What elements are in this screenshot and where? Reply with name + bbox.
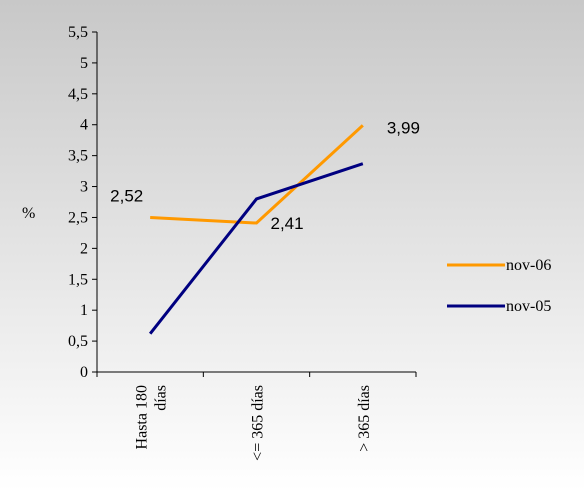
legend-label-nov-06: nov-06 (506, 257, 551, 274)
y-tick-label: 0,5 (68, 333, 88, 350)
y-tick-label: 2 (80, 240, 88, 257)
y-tick-label: 0 (80, 364, 88, 381)
axes: 0 0,5 1 1,5 2 2,5 3 3,5 4 4,5 5 5,5% Hasta 180 días <=… (22, 24, 417, 461)
y-tick-label: 1,5 (68, 271, 88, 288)
legend-label-nov-05: nov-05 (506, 298, 551, 315)
x-category-label: > 365 días (356, 385, 373, 452)
y-tick-label: 5,5 (68, 24, 88, 41)
y-tick-label: 3 (80, 179, 88, 196)
y-axis-label: % (22, 205, 35, 222)
labels-layer: 2,52 2,41 3,99 (110, 118, 420, 233)
series-layer (148, 124, 364, 335)
x-category-label: días (153, 385, 170, 411)
y-tick-label: 1 (80, 302, 88, 319)
data-label: 2,52 (110, 186, 143, 205)
y-tick-label: 4,5 (68, 86, 88, 103)
data-label: 2,41 (271, 214, 304, 233)
legend: nov-06 nov-05 (447, 257, 551, 315)
y-tick-label: 2,5 (68, 209, 88, 226)
y-tick-label: 4 (80, 117, 88, 134)
series-line-nov-06 (150, 124, 364, 225)
data-label: 3,99 (387, 118, 420, 137)
series-line-nov-05 (148, 162, 364, 335)
y-tick-label: 5 (80, 55, 88, 72)
x-category-label: Hasta 180 (134, 385, 151, 449)
x-category-label: <= 365 días (250, 385, 267, 461)
y-tick-label: 3,5 (68, 148, 88, 165)
